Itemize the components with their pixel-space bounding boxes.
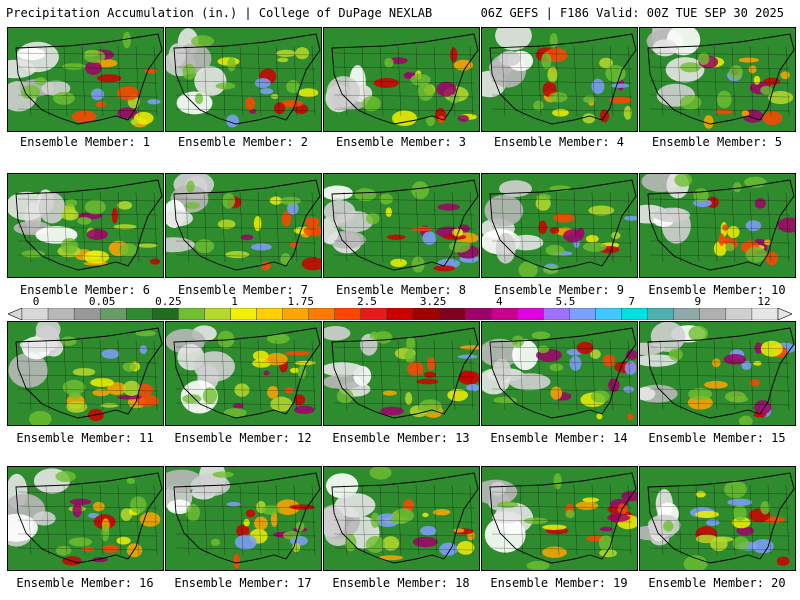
- colorbar-swatch: [360, 308, 388, 320]
- member-map-14: [481, 321, 638, 426]
- member-caption-1: Ensemble Member: 1: [19, 135, 151, 149]
- member-caption-12: Ensemble Member: 12: [174, 431, 312, 445]
- colorbar-swatch: [621, 308, 648, 320]
- member-map-19: [481, 466, 638, 571]
- colorbar-swatch: [491, 308, 518, 320]
- colorbar-swatch: [178, 308, 205, 320]
- colorbar-swatch: [386, 308, 414, 320]
- colorbar-swatch: [673, 308, 700, 320]
- colorbar-tick-label: 0.25: [155, 295, 182, 308]
- run-valid-time: 06Z GEFS | F186 Valid: 00Z TUE SEP 30 20…: [480, 6, 784, 20]
- colorbar-swatch: [595, 308, 622, 320]
- member-map-16: [7, 466, 164, 571]
- member-map-3: [323, 27, 480, 132]
- member-map-9: [481, 173, 638, 278]
- colorbar-swatch: [647, 308, 674, 320]
- member-map-15: [639, 321, 796, 426]
- member-caption-17: Ensemble Member: 17: [174, 576, 312, 590]
- member-map-8: [323, 173, 480, 278]
- member-caption-4: Ensemble Member: 4: [493, 135, 625, 149]
- colorbar-swatch: [256, 308, 283, 320]
- member-caption-7: Ensemble Member: 7: [177, 283, 309, 297]
- colorbar-tick-label: 0: [32, 295, 40, 308]
- colorbar-swatch: [543, 308, 570, 320]
- member-map-13: [323, 321, 480, 426]
- colorbar-swatch: [126, 308, 153, 320]
- member-caption-6: Ensemble Member: 6: [19, 283, 151, 297]
- member-map-7: [165, 173, 322, 278]
- member-map-20: [639, 466, 796, 571]
- member-map-10: [639, 173, 796, 278]
- member-map-18: [323, 466, 480, 571]
- member-map-4: [481, 27, 638, 132]
- member-caption-8: Ensemble Member: 8: [335, 283, 467, 297]
- member-caption-9: Ensemble Member: 9: [493, 283, 625, 297]
- colorbar-tick-label: 3.25: [419, 295, 447, 308]
- colorbar-swatch: [438, 308, 466, 320]
- colorbar-swatch: [21, 308, 49, 320]
- member-map-2: [165, 27, 322, 132]
- colorbar-swatch: [204, 308, 231, 320]
- member-caption-11: Ensemble Member: 11: [16, 431, 154, 445]
- colorbar-swatch: [152, 308, 179, 320]
- colorbar-swatch: [73, 308, 101, 320]
- colorbar-tick-label: 0.05: [88, 295, 116, 308]
- colorbar-swatch: [308, 308, 336, 320]
- colorbar-swatch: [334, 308, 362, 320]
- colorbar-swatch: [751, 308, 779, 320]
- colorbar-swatch: [725, 308, 753, 320]
- colorbar-swatch: [282, 308, 309, 320]
- member-caption-13: Ensemble Member: 13: [332, 431, 470, 445]
- member-caption-20: Ensemble Member: 20: [648, 576, 786, 590]
- member-map-1: [7, 27, 164, 132]
- colorbar-tick-label: 1: [231, 295, 238, 308]
- member-caption-15: Ensemble Member: 15: [648, 431, 786, 445]
- colorbar-tick-label: 5.5: [555, 295, 576, 308]
- member-caption-14: Ensemble Member: 14: [490, 431, 628, 445]
- member-caption-10: Ensemble Member: 10: [648, 283, 786, 297]
- member-caption-5: Ensemble Member: 5: [651, 135, 783, 149]
- member-map-6: [7, 173, 164, 278]
- member-map-12: [165, 321, 322, 426]
- member-caption-16: Ensemble Member: 16: [16, 576, 154, 590]
- colorbar-tick-label: 2.5: [356, 295, 377, 308]
- member-caption-2: Ensemble Member: 2: [177, 135, 309, 149]
- member-caption-18: Ensemble Member: 18: [332, 576, 470, 590]
- colorbar-swatch: [699, 308, 727, 320]
- member-map-5: [639, 27, 796, 132]
- colorbar-tick-label: 12: [757, 295, 771, 308]
- colorbar-swatch: [412, 308, 440, 320]
- chart-title: Precipitation Accumulation (in.) | Colle…: [6, 6, 433, 20]
- member-map-17: [165, 466, 322, 571]
- colorbar-tick-label: 4: [495, 295, 503, 308]
- colorbar: [8, 308, 792, 320]
- member-caption-19: Ensemble Member: 19: [490, 576, 628, 590]
- colorbar-swatch: [569, 308, 596, 320]
- colorbar-swatch: [464, 308, 492, 320]
- member-map-11: [7, 321, 164, 426]
- colorbar-tick-label: 1.75: [287, 295, 314, 308]
- colorbar-tick-label: 9: [694, 295, 702, 308]
- colorbar-swatch: [47, 308, 75, 320]
- colorbar-tick-label: 7: [628, 295, 635, 308]
- colorbar-swatch: [517, 308, 544, 320]
- colorbar-labels: 0 0.05 0.25 1 1.75 2.5 3.25 4 5.5 7 9 12: [24, 295, 784, 309]
- colorbar-swatch: [100, 308, 127, 320]
- member-caption-3: Ensemble Member: 3: [335, 135, 467, 149]
- colorbar-swatch: [230, 308, 257, 320]
